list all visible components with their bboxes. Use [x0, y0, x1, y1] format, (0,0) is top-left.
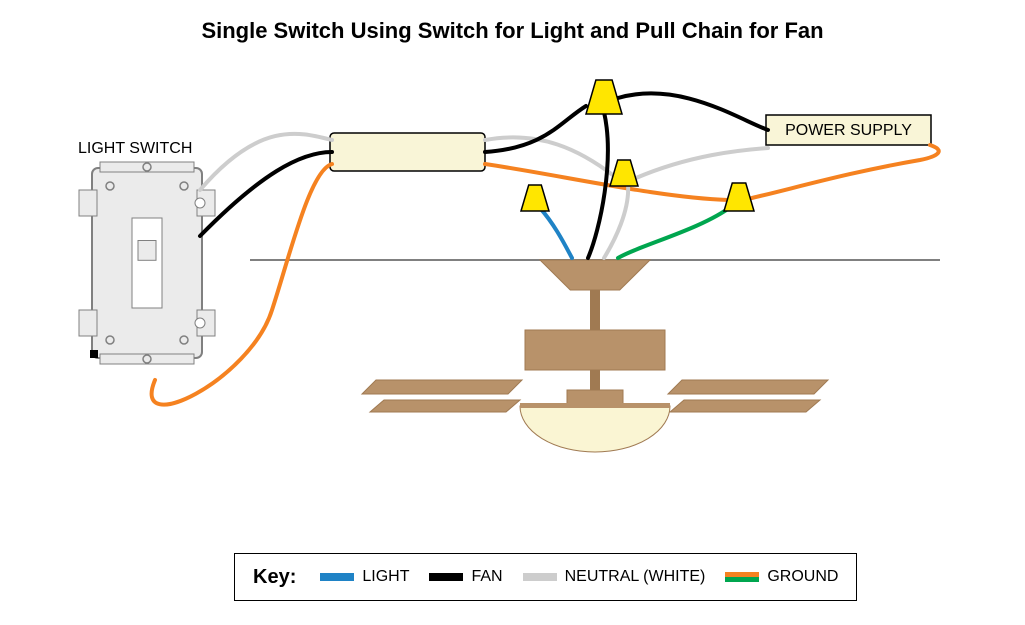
legend-swatch-0 — [320, 573, 354, 581]
legend-swatch-3 — [725, 572, 759, 582]
wire-neutral-midnut-to-power — [636, 148, 768, 178]
wiring-diagram: POWER SUPPLY — [0, 0, 1025, 625]
legend-label-3: GROUND — [767, 568, 838, 586]
legend-box: Key: LIGHT FAN NEUTRAL (WHITE) GROUND — [234, 553, 857, 601]
wire-nut-nut-right — [724, 183, 754, 211]
legend-item-2: NEUTRAL (WHITE) — [523, 568, 706, 586]
wire-nut-nut-left — [521, 185, 549, 211]
wire-black-topnut-to-power — [618, 93, 768, 130]
power-supply-label: POWER SUPPLY — [785, 122, 912, 139]
fan-light-dome — [520, 406, 670, 452]
wire-black-switch-to-junction — [200, 152, 332, 236]
fan-blade-right-outer — [668, 380, 828, 394]
fan-blade-left-outer — [362, 380, 522, 394]
junction-box — [330, 133, 485, 171]
fan-downrod-top — [590, 290, 600, 330]
legend-label-2: NEUTRAL (WHITE) — [565, 568, 706, 586]
wire-nut-nut-top — [586, 80, 622, 114]
fan-canopy — [540, 260, 650, 290]
legend-label-1: FAN — [471, 568, 502, 586]
wire-orange-rightnut-to-power — [752, 145, 939, 198]
legend-item-0: LIGHT — [320, 568, 409, 586]
legend-item-3: GROUND — [725, 568, 838, 586]
fan-blade-right-inner — [670, 400, 820, 412]
wire-neutral-junction-to-midnut — [485, 137, 614, 176]
wire-blue-leftnut-to-canopy — [540, 208, 572, 258]
wire-green-rightnut-to-canopy — [618, 206, 732, 258]
fan-blade-left-inner — [370, 400, 520, 412]
fan-downrod-bottom — [590, 370, 600, 390]
fan-light-rim — [520, 403, 670, 408]
light-switch — [79, 162, 215, 364]
wire-black-junction-to-topnut — [485, 106, 586, 152]
wire-nut-nut-mid — [610, 160, 638, 186]
legend-title: Key: — [253, 566, 296, 589]
wire-neutral-midnut-to-canopy — [604, 184, 628, 258]
legend-item-1: FAN — [429, 568, 502, 586]
fan-motor — [525, 330, 665, 370]
wire-neutral-switch-to-junction — [200, 134, 332, 190]
legend-swatch-2 — [523, 573, 557, 581]
legend-label-0: LIGHT — [362, 568, 409, 586]
legend-swatch-1 — [429, 573, 463, 581]
